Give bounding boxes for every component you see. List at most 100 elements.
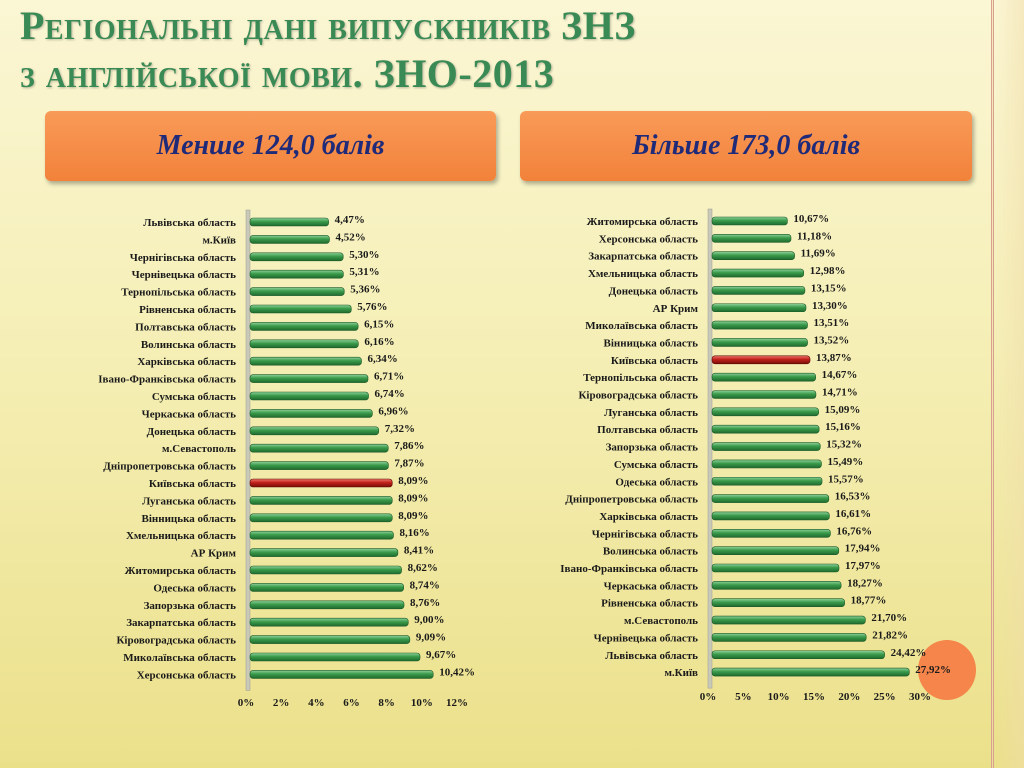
data-label: 6,16% [364, 336, 394, 348]
bar [711, 650, 885, 660]
bar [249, 235, 330, 244]
data-label: 13,87% [816, 352, 852, 364]
data-label: 8,62% [408, 562, 438, 574]
category-label: Житомирська область [125, 565, 237, 577]
category-label: Сумська область [152, 391, 236, 403]
right-chart-header-label: Більше 173,0 балів [631, 130, 861, 161]
data-label: 11,69% [801, 248, 836, 260]
category-label: м.Севастополь [162, 443, 236, 455]
right-chart-header: Більше 173,0 балів [520, 111, 972, 181]
data-label: 16,76% [836, 525, 872, 537]
category-label: Одеська область [153, 582, 236, 594]
x-tick-label: 0% [238, 697, 255, 709]
data-label: 7,32% [385, 423, 415, 435]
data-label: 6,34% [367, 353, 397, 365]
data-label: 13,15% [811, 282, 847, 294]
data-label: 17,97% [845, 560, 881, 572]
axis-wall [245, 209, 251, 691]
data-label: 6,15% [364, 318, 394, 330]
category-label: Сумська область [614, 459, 698, 471]
data-label: 17,94% [845, 543, 881, 555]
data-label: 15,32% [826, 439, 862, 451]
bar-highlight [249, 478, 393, 488]
data-label: 18,27% [847, 577, 883, 589]
x-tick-label: 8% [378, 697, 395, 709]
category-label: Луганська область [604, 407, 698, 419]
data-label: 15,57% [828, 473, 864, 485]
category-label: Чернівецька область [132, 269, 237, 281]
category-label: АР Крим [191, 548, 237, 560]
x-tick-label: 10% [768, 691, 790, 703]
bar [711, 546, 840, 555]
bar [249, 322, 359, 331]
category-label: Львівська область [143, 217, 236, 229]
bar [249, 513, 393, 523]
category-label: Полтавська область [597, 424, 698, 436]
data-label: 10,42% [439, 666, 475, 678]
bar [249, 443, 389, 453]
data-label: 21,82% [872, 629, 908, 641]
bar [711, 667, 910, 677]
bar [249, 600, 405, 610]
category-label: Чернівецька область [594, 632, 699, 644]
category-label: Хмельницька область [588, 268, 698, 280]
bar [249, 374, 369, 383]
category-label: Житомирська область [587, 216, 699, 228]
bar [711, 216, 788, 226]
data-label: 11,18% [797, 230, 832, 242]
bar [249, 583, 404, 592]
category-label: Чернігівська область [592, 528, 698, 540]
category-label: Херсонська область [137, 669, 236, 681]
data-label: 8,09% [398, 510, 428, 522]
category-label: Тернопільська область [121, 287, 236, 299]
category-label: м.Київ [202, 234, 236, 246]
data-label: 8,41% [404, 545, 434, 557]
bar [249, 252, 344, 262]
bar [249, 409, 373, 418]
category-label: Харківська область [137, 356, 236, 368]
category-label: Тернопільська область [583, 372, 698, 384]
bar [711, 372, 816, 382]
bar [711, 320, 808, 330]
bar [711, 407, 819, 417]
bar [711, 442, 821, 451]
bar [711, 459, 822, 469]
bar [249, 548, 399, 557]
bar [249, 461, 389, 470]
bar [711, 528, 831, 538]
x-tick-label: 15% [803, 691, 825, 703]
bar [711, 476, 823, 486]
bar [249, 304, 352, 314]
category-label: Миколаївська область [585, 320, 698, 332]
left-chart-header-label: Менше 124,0 балів [156, 130, 385, 161]
category-label: Вінницька область [604, 337, 699, 349]
category-label: Херсонська область [599, 233, 698, 245]
data-label: 8,09% [398, 492, 428, 504]
data-label: 13,51% [813, 317, 849, 329]
data-label: 15,49% [827, 456, 863, 468]
data-label: 5,36% [350, 284, 380, 296]
bar [711, 615, 866, 625]
x-tick-label: 2% [273, 697, 290, 709]
category-label: Вінницька область [142, 513, 237, 525]
category-label: Волинська область [603, 546, 698, 558]
data-label: 13,52% [814, 334, 850, 346]
x-tick-label: 0% [700, 691, 717, 703]
bar [711, 494, 830, 503]
data-label: 14,67% [822, 369, 858, 381]
x-tick-label: 10% [411, 697, 433, 709]
category-label: Харківська область [599, 511, 698, 523]
page-title: Регіональні дані випускників ЗНЗ з англі… [20, 2, 980, 98]
data-label: 15,16% [825, 421, 861, 433]
category-label: Донецька область [609, 285, 699, 297]
data-label: 5,76% [357, 301, 387, 313]
category-label: Закарпатська область [126, 617, 236, 629]
decorative-circle [918, 640, 976, 700]
decorative-frame [991, 0, 1024, 768]
data-label: 6,74% [375, 388, 405, 400]
bar [711, 268, 805, 278]
bar [249, 635, 411, 644]
chart-left: Львівська область 4,47% м.Київ 4,52% Чернігі… [98, 209, 475, 709]
category-label: Одеська область [615, 476, 698, 488]
